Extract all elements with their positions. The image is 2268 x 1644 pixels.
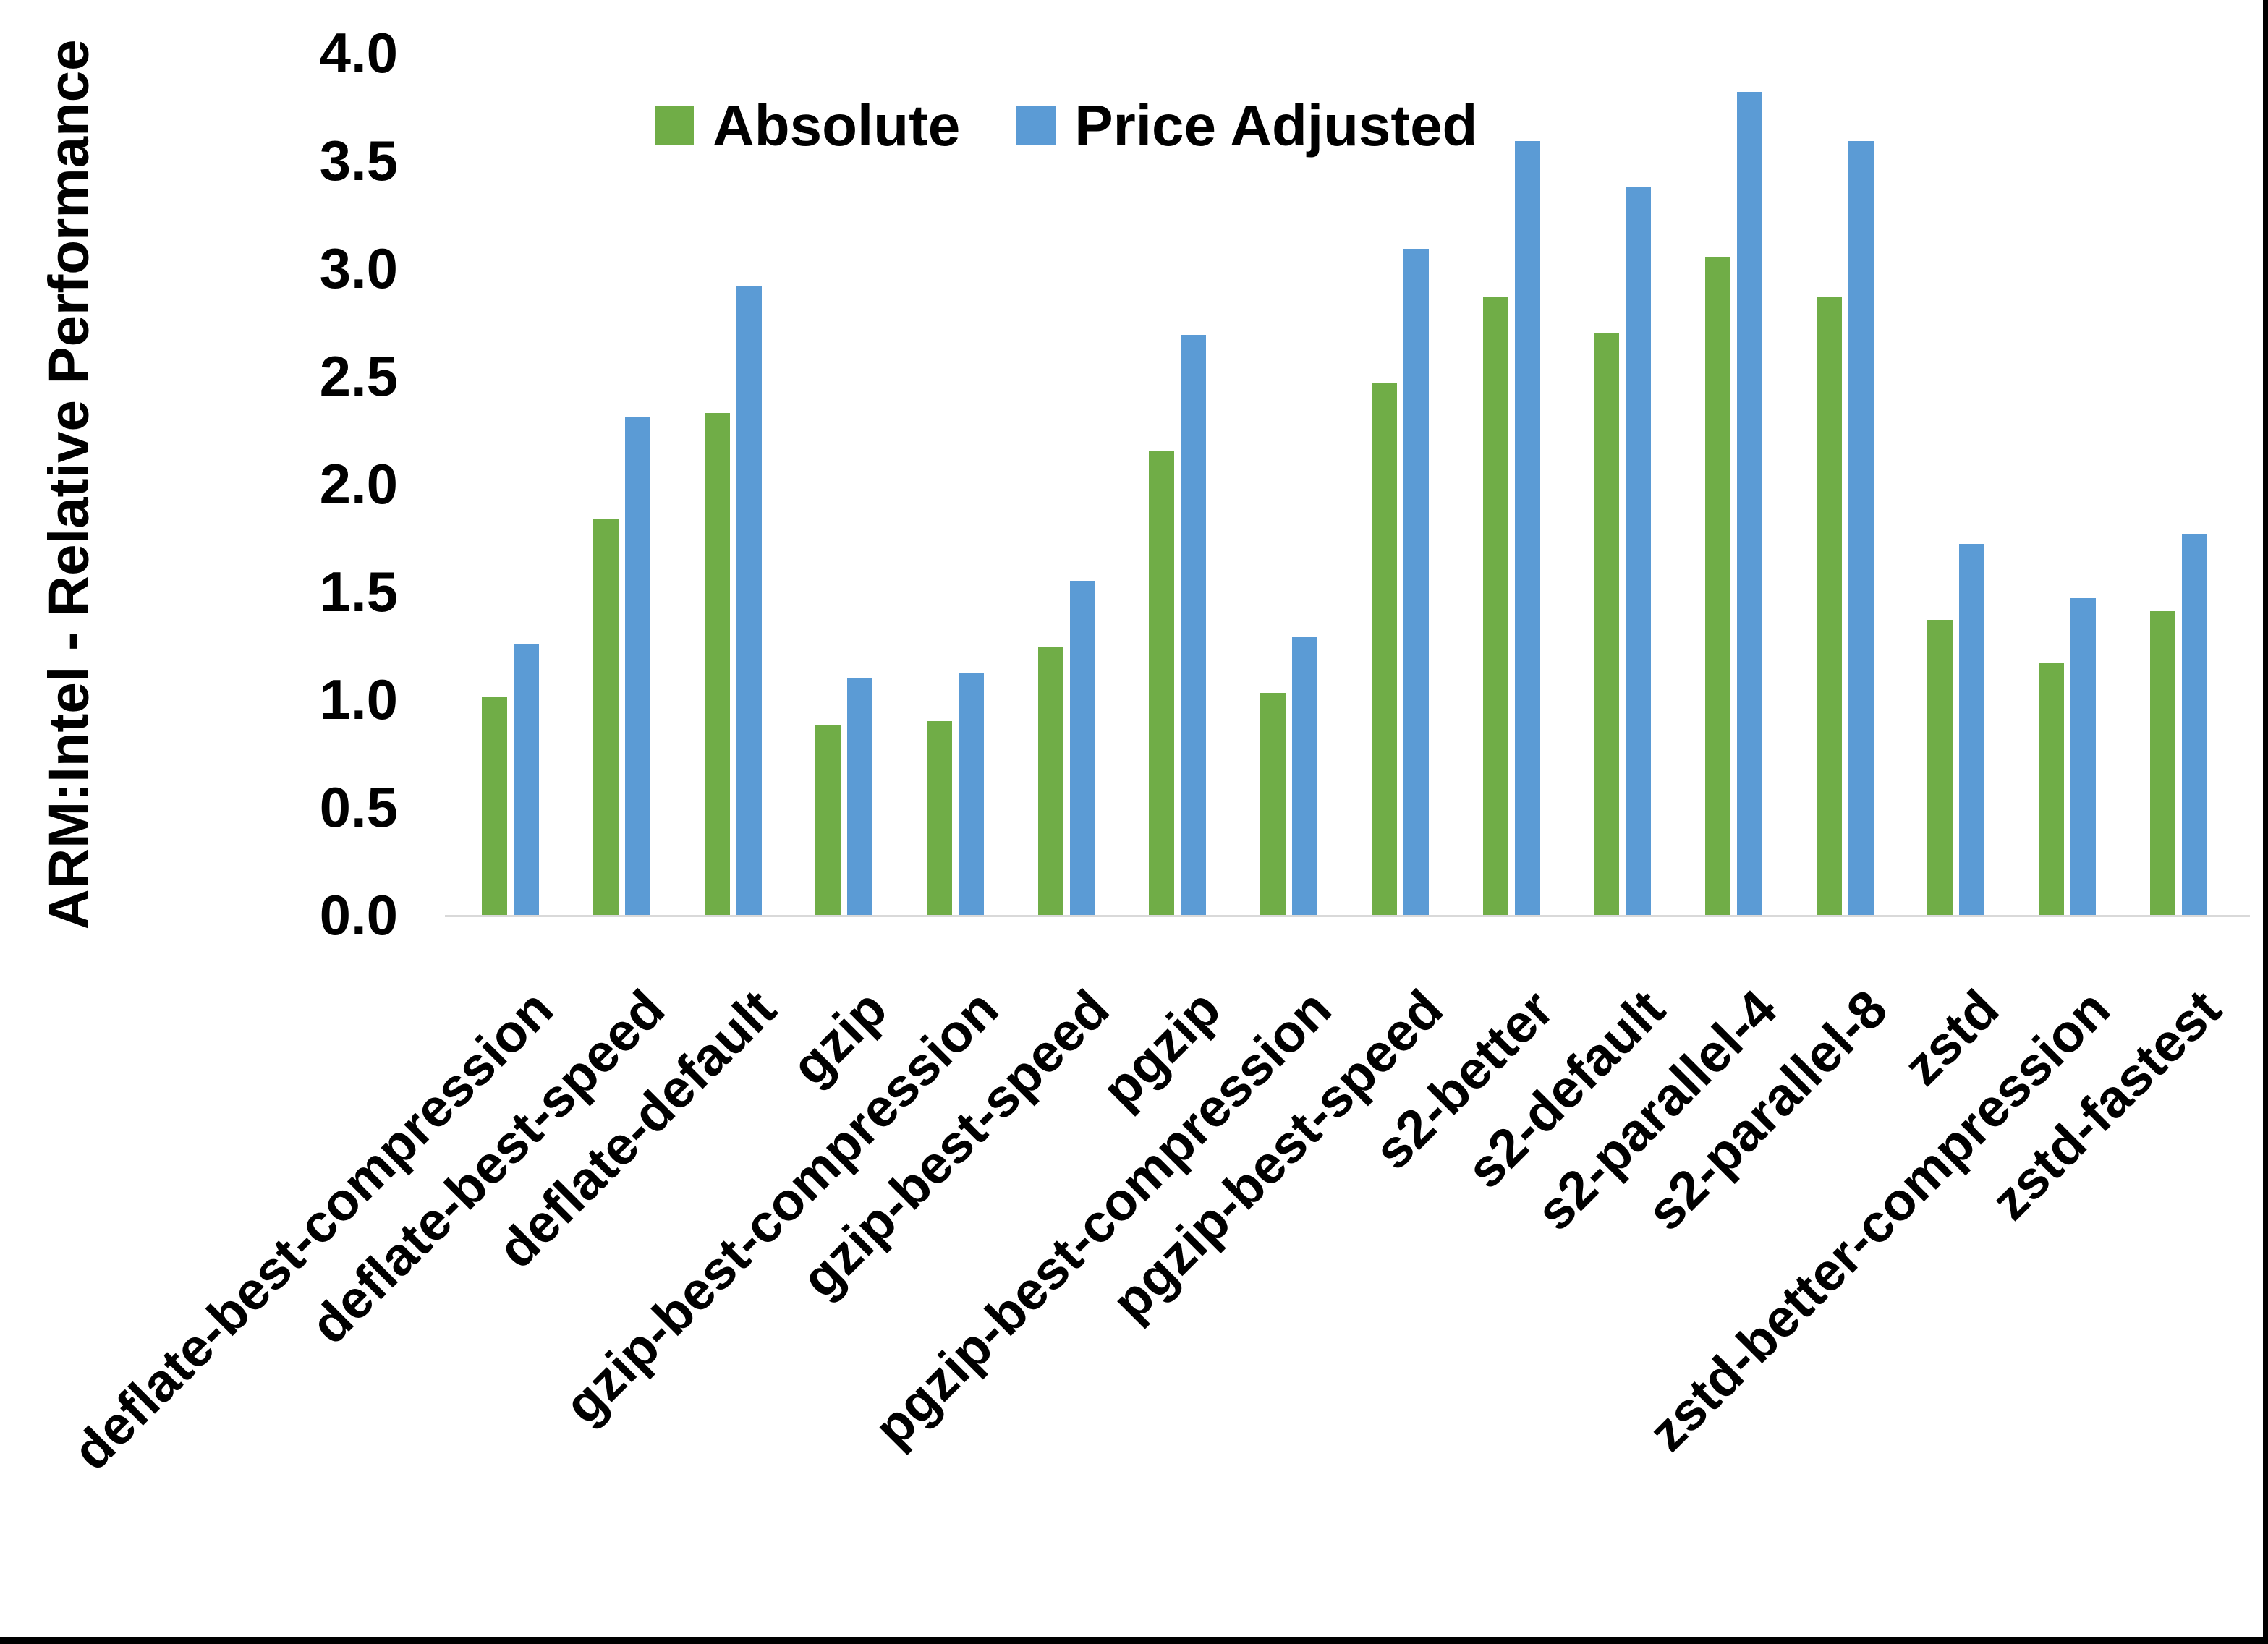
bar-absolute-deflate-default — [704, 413, 730, 915]
x-axis-line — [445, 915, 2250, 917]
bar-absolute-pgzip — [1149, 451, 1175, 915]
bar-absolute-s2-default — [1594, 333, 1620, 915]
legend-item-price-adjusted: Price Adjusted — [1016, 93, 1477, 159]
y-tick-label: 0.5 — [319, 775, 398, 839]
bar-absolute-s2-better — [1482, 297, 1508, 915]
bar-absolute-zstd-better-compression — [2038, 663, 2064, 915]
bar-absolute-gzip-best-speed — [1037, 647, 1063, 915]
bar-absolute-zstd-fastest — [2149, 611, 2175, 915]
legend-label-absolute: Absolute — [713, 93, 961, 158]
bar-absolute-gzip — [815, 725, 841, 915]
bar-price-adjusted-zstd — [1959, 544, 1985, 915]
bar-price-adjusted-zstd-fastest — [2181, 534, 2207, 915]
legend-label-price-adjusted: Price Adjusted — [1074, 93, 1478, 158]
y-tick-label: 4.0 — [319, 21, 398, 85]
y-tick-label: 0.0 — [319, 883, 398, 947]
bar-price-adjusted-s2-parallel-4 — [1736, 92, 1762, 915]
bar-price-adjusted-zstd-better-compression — [2070, 598, 2096, 915]
bar-absolute-gzip-best-compression — [927, 721, 953, 915]
bar-price-adjusted-s2-better — [1514, 141, 1540, 915]
bar-price-adjusted-deflate-default — [736, 286, 762, 915]
bar-price-adjusted-s2-parallel-8 — [1848, 141, 1874, 915]
bar-absolute-pgzip-best-compression — [1260, 693, 1286, 915]
bar-price-adjusted-pgzip-best-speed — [1403, 249, 1429, 915]
bar-price-adjusted-pgzip — [1181, 335, 1207, 915]
bar-absolute-s2-parallel-4 — [1704, 257, 1730, 915]
legend-swatch-price-adjusted — [1016, 106, 1056, 145]
legend-swatch-absolute — [655, 106, 694, 145]
y-tick-label: 1.0 — [319, 668, 398, 731]
bar-price-adjusted-gzip-best-compression — [959, 673, 985, 915]
y-tick-label: 2.5 — [319, 344, 398, 408]
y-tick-label: 3.5 — [319, 129, 398, 192]
bar-absolute-deflate-best-speed — [593, 519, 619, 915]
bar-absolute-deflate-best-compression — [482, 697, 508, 915]
bar-price-adjusted-gzip — [847, 678, 873, 915]
bar-price-adjusted-pgzip-best-compression — [1292, 637, 1318, 915]
y-tick-label: 3.0 — [319, 237, 398, 300]
legend-item-absolute: Absolute — [655, 93, 960, 159]
bar-price-adjusted-deflate-best-compression — [514, 644, 540, 915]
x-category-label: deflate-best-compression — [61, 978, 565, 1482]
bar-absolute-zstd — [1927, 620, 1953, 915]
y-tick-label: 1.5 — [319, 560, 398, 623]
bar-price-adjusted-deflate-best-speed — [625, 417, 651, 915]
y-tick-label: 2.0 — [319, 452, 398, 516]
bar-absolute-s2-parallel-8 — [1816, 297, 1842, 915]
bar-price-adjusted-gzip-best-speed — [1069, 581, 1095, 915]
legend: Absolute Price Adjusted — [655, 93, 1477, 159]
bar-price-adjusted-s2-default — [1626, 187, 1652, 915]
bar-absolute-pgzip-best-speed — [1371, 383, 1397, 915]
